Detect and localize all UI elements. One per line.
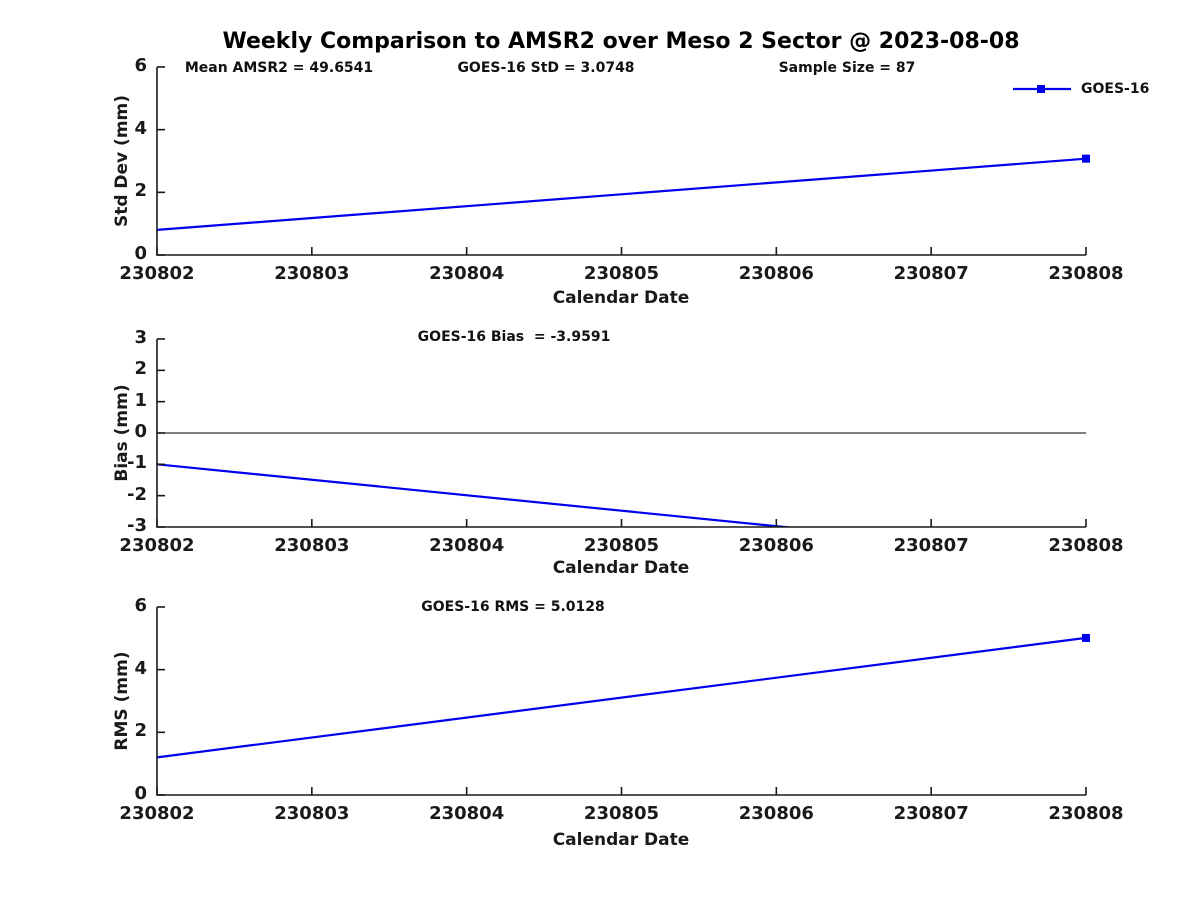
x-axis-label-bias: Calendar Date [552,558,690,578]
x-tick-label: 230803 [274,803,350,824]
legend: GOES-16 [1012,80,1149,98]
annotation-goes16-rms: GOES-16 RMS = 5.0128 [421,599,605,615]
axes-spines-rms [156,607,1086,796]
x-tick-label: 230808 [1048,803,1124,824]
series-line-goes-16-bias [157,463,796,527]
y-tick-label: 0 [134,783,147,804]
series-end-marker-rms [1082,633,1090,642]
axes-spines-std-dev [156,67,1086,256]
x-tick-label: 230802 [119,263,195,284]
y-tick-label: 2 [134,180,147,202]
x-tick-label: 230805 [583,535,660,556]
x-tick-label: 230804 [429,263,505,284]
x-tick-label: 230806 [738,803,814,824]
x-tick-label: 230804 [429,803,505,824]
y-tick-label: 2 [134,720,147,742]
y-tick-label: 6 [134,55,147,76]
x-tick-label: 230805 [583,263,660,284]
y-tick-label: 4 [134,657,147,679]
y-axis-label-stddev: Std Dev (mm) [112,94,132,228]
x-tick-label: 230805 [583,803,660,824]
legend-line-marker-icon [1013,85,1071,93]
annotation-goes16-std: GOES-16 StD = 3.0748 [457,60,635,76]
y-tick-label: 3 [134,327,147,348]
x-tick-label: 230803 [274,535,350,556]
legend-label: GOES-16 [1081,81,1150,97]
x-axis-label-stddev: Calendar Date [552,288,690,308]
chart-title: Weekly Comparison to AMSR2 over Meso 2 S… [222,29,1020,54]
x-tick-label: 230806 [738,535,814,556]
annotation-goes16-bias: GOES-16 Bias = -3.9591 [417,329,611,345]
series-line-goes-16-rms [157,636,1087,759]
x-tick-label: 230804 [429,535,505,556]
x-axis-label-rms: Calendar Date [552,830,690,850]
y-tick-label: 0 [134,243,147,264]
y-tick-label: -2 [127,483,147,505]
y-tick-label: -3 [127,515,147,536]
y-tick-label: -1 [127,452,147,474]
annotation-mean-amsr2: Mean AMSR2 = 49.6541 [184,60,374,76]
x-tick-label: 230807 [893,535,969,556]
series-line-goes-16-std-dev [157,157,1087,231]
y-tick-label: 0 [134,421,147,442]
x-tick-label: 230808 [1048,535,1124,556]
x-tick-label: 230808 [1048,263,1124,284]
x-tick-label: 230807 [893,263,969,284]
x-tick-label: 230803 [274,263,350,284]
y-tick-label: 6 [134,595,147,616]
y-tick-label: 2 [134,358,147,380]
annotation-sample-size: Sample Size = 87 [778,60,916,76]
series-end-marker-std-dev [1082,154,1090,163]
x-tick-label: 230802 [119,535,195,556]
y-tick-label: 4 [134,117,147,139]
x-tick-label: 230807 [893,803,969,824]
x-tick-label: 230806 [738,263,814,284]
x-tick-label: 230802 [119,803,195,824]
y-tick-label: 1 [134,389,147,411]
